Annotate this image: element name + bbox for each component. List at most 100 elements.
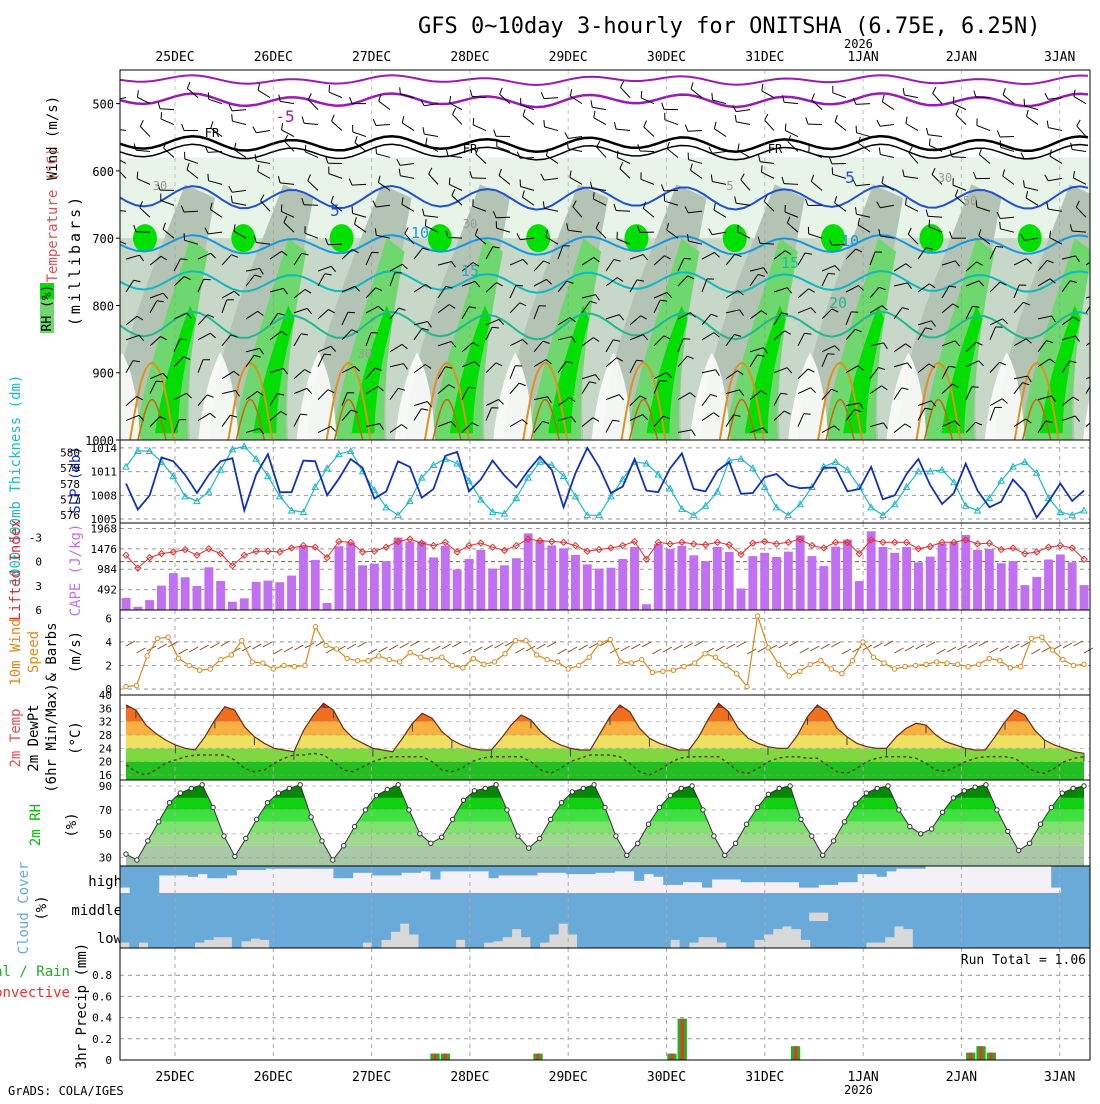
cloud-bar-low — [288, 921, 298, 948]
upper-wind-barb-feather — [110, 203, 112, 210]
upper-wind-barb-feather — [117, 162, 120, 168]
minmax-label: (6hr Min/Max) — [44, 683, 60, 793]
wind10-tick-6: 6 — [105, 612, 112, 625]
cloud-bar-low — [894, 921, 904, 926]
cape-bar — [405, 542, 414, 610]
cloud-bar-low — [213, 921, 223, 937]
cloud-bar-low — [148, 921, 158, 948]
date-label-top-27DEC: 27DEC — [352, 50, 391, 65]
cloud-bar-low — [251, 921, 261, 939]
cloud-bar-high — [595, 866, 605, 873]
slp-tick-1014: 1014 — [91, 442, 118, 455]
cloud-bar-middle — [411, 893, 421, 921]
upper-wind-barb-feather — [1093, 381, 1100, 382]
date-label-top-31DEC: 31DEC — [745, 50, 784, 65]
cloud-label: Cloud Cover — [16, 862, 32, 955]
cloud-bar-low — [549, 921, 559, 935]
rh-bright-cell — [133, 224, 157, 252]
date-label-top-2JAN: 2JAN — [946, 50, 977, 65]
cape-bar — [914, 562, 923, 610]
rh-point — [440, 835, 444, 839]
cloud-bar-low — [335, 921, 345, 948]
t2m-unit: (°C) — [68, 721, 84, 755]
cloud-bar-low — [409, 921, 419, 935]
chart-title: GFS 0~10day 3-hourly for ONITSHA (6.75E,… — [418, 14, 1041, 39]
cloud-bar-high — [178, 866, 188, 875]
cloud-bar-low — [950, 921, 960, 948]
cloud-bar-middle — [954, 893, 964, 921]
cloud-bar-middle — [460, 893, 470, 921]
cloud-bar-middle — [1080, 893, 1090, 921]
rh-point — [799, 817, 803, 821]
cloud-bar-middle — [974, 893, 984, 921]
temp-tick-20: 20 — [99, 756, 112, 769]
cloud-bar-low — [400, 921, 410, 924]
wind10-barb — [989, 648, 998, 653]
rh-point — [886, 784, 890, 788]
cloud-bar-low — [502, 921, 512, 937]
rh-point — [951, 796, 955, 800]
cloud-bar-high — [857, 866, 867, 874]
cloud-bar-low — [381, 921, 391, 940]
wind10-point — [650, 670, 654, 674]
rh-point — [254, 817, 258, 821]
cape-bar — [1009, 561, 1018, 610]
pressure-label: (millibars) — [66, 194, 84, 326]
wind10-point — [166, 635, 170, 639]
wind10-barb — [431, 646, 440, 651]
cloud-bar-low — [428, 921, 438, 948]
slp-tick-1011: 1011 — [91, 466, 118, 479]
cloud-bar-middle — [945, 893, 955, 921]
cloud-bar-low — [745, 921, 755, 948]
cloud-bar-low — [931, 921, 941, 948]
cloud-bar-middle — [256, 893, 266, 921]
cape-tick-1476: 1476 — [91, 543, 118, 556]
cape-bar — [926, 557, 935, 610]
cloud-bar-low — [540, 921, 550, 943]
wind10-point — [271, 667, 275, 671]
cloud-bar-low — [232, 921, 242, 948]
wind10-barb — [631, 644, 640, 649]
rh-bright-cell — [919, 224, 943, 252]
wind10-barb — [389, 645, 398, 650]
contour-label-11: 20 — [829, 294, 847, 312]
contour-label-3: FR — [768, 142, 783, 156]
upper-wind-barb-feather — [929, 138, 930, 145]
wind10-point — [913, 663, 917, 667]
upper-wind-barb-feather — [828, 273, 835, 274]
cape-bar — [760, 553, 769, 610]
contour-label-12: 30 — [153, 179, 167, 193]
rh-point — [494, 783, 498, 787]
cape-bar — [1044, 560, 1053, 611]
rh-point — [668, 793, 672, 797]
contour-label-4: 5 — [330, 201, 340, 220]
cloud-bar-middle — [809, 893, 819, 913]
precip-tick-0: 0 — [105, 1054, 112, 1067]
cloud-bar-low — [866, 921, 876, 943]
pressure-tick-900: 900 — [92, 367, 114, 381]
dewpt-label: 2m DewPt — [26, 704, 42, 771]
cape-bar — [666, 549, 675, 610]
upper-wind-barb-feather — [516, 285, 523, 286]
wind10-point — [734, 672, 738, 676]
cloud-bar-middle — [702, 893, 712, 921]
cloud-bar-middle — [169, 893, 179, 921]
wind10-barb — [810, 646, 819, 651]
cape-bar — [382, 561, 391, 610]
precip-tick-0.4: 0.4 — [92, 1012, 112, 1025]
cloud-bar-low — [792, 921, 802, 929]
cloud-bar-high — [508, 866, 518, 875]
cloud-bar-high — [256, 866, 266, 870]
wind10-barb — [137, 648, 146, 653]
cloud-bar-middle — [401, 893, 411, 921]
wind10-tick-4: 4 — [105, 636, 112, 649]
cloud-bar-high — [353, 866, 363, 873]
cloud-bar-middle — [848, 893, 858, 921]
cloud-bar-low — [530, 921, 540, 948]
wind10-point — [187, 663, 191, 667]
rh-bright-cell — [428, 224, 452, 252]
cloud-bar-middle — [372, 893, 382, 921]
cloud-bar-middle — [489, 893, 499, 921]
cloud-bar-low — [484, 921, 494, 943]
upper-wind-barb-feather — [641, 91, 642, 98]
